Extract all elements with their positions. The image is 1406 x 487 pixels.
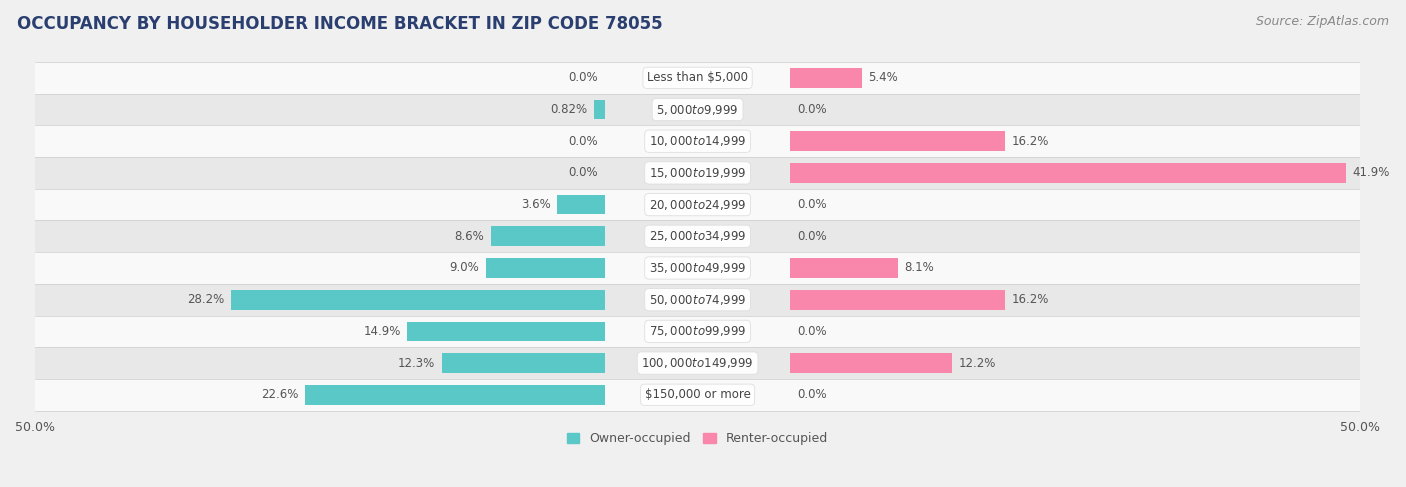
Text: 0.0%: 0.0%	[797, 103, 827, 116]
Bar	[491, 226, 605, 246]
Text: 3.6%: 3.6%	[520, 198, 551, 211]
Text: OCCUPANCY BY HOUSEHOLDER INCOME BRACKET IN ZIP CODE 78055: OCCUPANCY BY HOUSEHOLDER INCOME BRACKET …	[17, 15, 662, 33]
Bar	[35, 157, 1360, 189]
Text: 5.4%: 5.4%	[869, 71, 898, 84]
Bar	[790, 258, 897, 278]
Text: $50,000 to $74,999: $50,000 to $74,999	[648, 293, 747, 307]
Bar	[35, 347, 1360, 379]
Text: 0.82%: 0.82%	[550, 103, 588, 116]
Text: 0.0%: 0.0%	[797, 198, 827, 211]
Bar	[35, 94, 1360, 125]
Bar	[485, 258, 605, 278]
Text: 0.0%: 0.0%	[797, 325, 827, 338]
Text: 22.6%: 22.6%	[262, 388, 298, 401]
Text: 28.2%: 28.2%	[187, 293, 225, 306]
Bar	[790, 68, 862, 88]
Text: 16.2%: 16.2%	[1012, 135, 1049, 148]
Bar	[35, 316, 1360, 347]
Text: $5,000 to $9,999: $5,000 to $9,999	[657, 103, 738, 116]
Legend: Owner-occupied, Renter-occupied: Owner-occupied, Renter-occupied	[562, 427, 834, 450]
Text: 0.0%: 0.0%	[568, 135, 598, 148]
Text: 9.0%: 9.0%	[449, 262, 479, 275]
Bar	[231, 290, 605, 310]
Bar	[35, 221, 1360, 252]
Text: 0.0%: 0.0%	[797, 230, 827, 243]
Text: $20,000 to $24,999: $20,000 to $24,999	[648, 198, 747, 212]
Bar	[593, 100, 605, 119]
Text: $15,000 to $19,999: $15,000 to $19,999	[648, 166, 747, 180]
Text: 0.0%: 0.0%	[568, 167, 598, 179]
Text: $150,000 or more: $150,000 or more	[644, 388, 751, 401]
Text: 12.3%: 12.3%	[398, 356, 436, 370]
Bar	[35, 284, 1360, 316]
Bar	[35, 252, 1360, 284]
Text: $75,000 to $99,999: $75,000 to $99,999	[648, 324, 747, 338]
Text: $10,000 to $14,999: $10,000 to $14,999	[648, 134, 747, 148]
Bar	[35, 62, 1360, 94]
Bar	[790, 290, 1005, 310]
Text: Less than $5,000: Less than $5,000	[647, 71, 748, 84]
Bar	[790, 131, 1005, 151]
Bar	[790, 163, 1346, 183]
Bar	[35, 125, 1360, 157]
Bar	[305, 385, 605, 405]
Bar	[441, 353, 605, 373]
Bar	[557, 195, 605, 214]
Bar	[408, 321, 605, 341]
Text: 41.9%: 41.9%	[1353, 167, 1389, 179]
Bar	[35, 379, 1360, 411]
Text: Source: ZipAtlas.com: Source: ZipAtlas.com	[1256, 15, 1389, 28]
Text: $35,000 to $49,999: $35,000 to $49,999	[648, 261, 747, 275]
Bar	[35, 189, 1360, 221]
Text: $100,000 to $149,999: $100,000 to $149,999	[641, 356, 754, 370]
Text: 0.0%: 0.0%	[568, 71, 598, 84]
Text: 12.2%: 12.2%	[959, 356, 995, 370]
Text: 14.9%: 14.9%	[363, 325, 401, 338]
Text: 0.0%: 0.0%	[797, 388, 827, 401]
Text: 8.1%: 8.1%	[904, 262, 934, 275]
Text: 16.2%: 16.2%	[1012, 293, 1049, 306]
Text: 8.6%: 8.6%	[454, 230, 484, 243]
Bar	[790, 353, 952, 373]
Text: $25,000 to $34,999: $25,000 to $34,999	[648, 229, 747, 244]
